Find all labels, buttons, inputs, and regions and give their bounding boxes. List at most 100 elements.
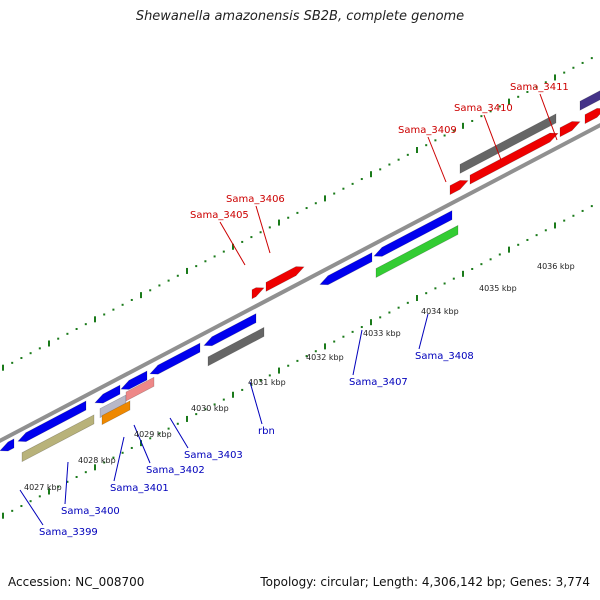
tick-dot — [66, 332, 69, 335]
tick-dot — [232, 243, 234, 250]
tick-dot — [38, 347, 41, 350]
tick-dot — [195, 413, 198, 416]
tick-dot — [480, 263, 483, 266]
tick-dot — [287, 216, 290, 219]
tick-dot — [572, 214, 575, 217]
tick-dot — [278, 219, 280, 226]
gene-arrow — [579, 90, 600, 111]
tick-dot — [572, 66, 575, 69]
gene-arrow — [559, 121, 581, 138]
gene-features — [0, 90, 600, 463]
leader-line — [219, 221, 246, 266]
tick-dot — [305, 207, 308, 210]
gene-label-reverse: Sama_3400 — [61, 506, 120, 517]
leader-line — [169, 417, 189, 449]
tick-label: 4032 kbp — [306, 353, 344, 362]
gene-arrow — [125, 376, 155, 402]
tick-dot — [314, 350, 317, 353]
tick-dot — [462, 122, 464, 129]
leader-line — [539, 93, 558, 141]
tick-dot — [581, 61, 584, 64]
tick-dot — [416, 147, 418, 154]
gene-label-reverse: Sama_3408 — [415, 351, 474, 362]
gene-arrow — [251, 287, 265, 300]
tick-dot — [130, 446, 133, 449]
gene-labels: Sama_3405 Sama_3406 Sama_3409 Sama_3410 Sama… — [39, 82, 569, 538]
tick-dot — [462, 270, 464, 277]
tick-dot — [443, 282, 446, 285]
tick-dot — [186, 267, 188, 274]
leader-line — [427, 136, 447, 183]
tick-dot — [268, 226, 271, 229]
genome-track: 4027 kbp 4028 kbp 4029 kbp 4030 kbp 4031 kbp… — [0, 57, 600, 538]
tick-dot — [443, 134, 446, 137]
tick-dot — [425, 144, 428, 147]
tick-labels: 4027 kbp 4028 kbp 4029 kbp 4030 kbp 4031 kbp… — [24, 262, 575, 492]
gene-label-reverse: Sama_3407 — [349, 377, 408, 388]
tick-dot — [158, 284, 161, 287]
tick-dot — [554, 74, 556, 81]
tick-dot — [434, 139, 437, 142]
gene-label-forward: Sama_3409 — [398, 125, 457, 136]
gene-arrow — [203, 313, 257, 347]
tick-dot — [29, 352, 32, 355]
tick-dot — [75, 327, 78, 330]
tick-dot — [360, 326, 363, 329]
tick-label: 4035 kbp — [479, 284, 517, 293]
tick-dot — [222, 398, 225, 401]
tick-dot — [75, 475, 78, 478]
tick-dot — [370, 171, 372, 178]
tick-dot — [167, 279, 170, 282]
tick-dot — [130, 298, 133, 301]
tick-dot — [379, 168, 382, 171]
tick-dot — [204, 260, 207, 263]
tick-dot — [535, 234, 538, 237]
gene-arrow — [469, 132, 559, 185]
tick-dot — [176, 422, 179, 425]
tick-dot — [480, 115, 483, 118]
tick-dot — [66, 480, 69, 483]
tick-dot — [232, 391, 234, 398]
tick-dot — [250, 236, 253, 239]
tick-dot — [176, 274, 179, 277]
tick-dot — [554, 222, 556, 229]
gene-label-reverse: Sama_3399 — [39, 527, 98, 538]
tick-dot — [508, 98, 510, 105]
gene-arrow — [101, 400, 131, 426]
leader-line — [133, 424, 151, 464]
gene-label-forward: Sama_3405 — [190, 210, 249, 221]
gene-arrow — [120, 370, 148, 390]
gene-arrow — [319, 252, 373, 286]
tick-dot — [259, 231, 262, 234]
tick-dot — [195, 265, 198, 268]
tick-dot — [268, 374, 271, 377]
tick-dot — [333, 340, 336, 343]
tick-dot — [241, 388, 244, 391]
tick-dot — [11, 509, 14, 512]
tick-dot — [406, 301, 409, 304]
tick-dot — [452, 277, 455, 280]
tick-dot — [84, 323, 87, 326]
tick-dot — [103, 313, 106, 316]
tick-dot — [149, 437, 152, 440]
tick-dot — [259, 379, 262, 382]
tick-dot — [544, 229, 547, 232]
tick-dot — [563, 71, 566, 74]
tick-dot — [222, 250, 225, 253]
leader-line — [113, 436, 125, 482]
leader-line — [64, 461, 69, 505]
gene-label-forward: Sama_3406 — [226, 194, 285, 205]
tick-dot — [590, 205, 593, 208]
tick-dot — [406, 153, 409, 156]
tick-dot — [186, 415, 188, 422]
tick-dot — [20, 357, 23, 360]
tick-dot — [57, 337, 60, 340]
tick-dot — [38, 495, 41, 498]
tick-dot — [11, 361, 14, 364]
gene-arrow — [0, 438, 15, 452]
tick-dot — [379, 316, 382, 319]
leader-line — [418, 313, 429, 350]
tick-dot — [471, 267, 474, 270]
tick-dot — [149, 289, 152, 292]
